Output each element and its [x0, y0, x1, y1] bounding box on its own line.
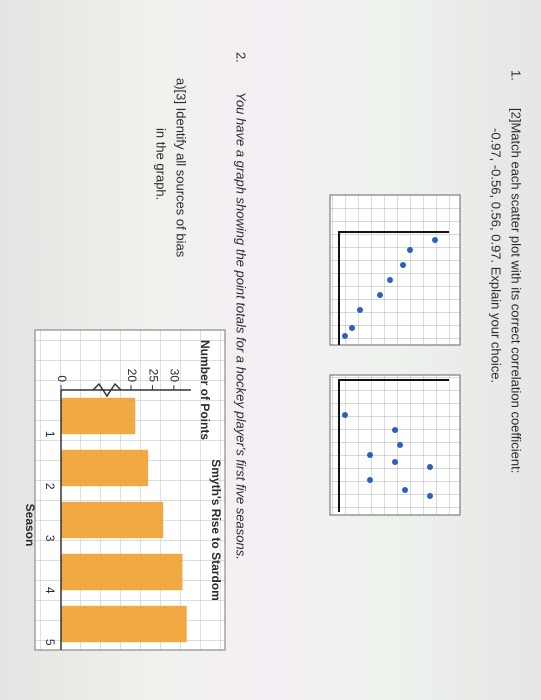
plot-grid [329, 374, 461, 516]
scatter-plot-2 [329, 374, 461, 516]
dots [342, 412, 433, 499]
q2-number: 2. [234, 52, 249, 63]
bar [60, 553, 183, 591]
bar [60, 501, 164, 539]
y-tick-label: 20 [125, 369, 139, 383]
y-tick-label: 30 [168, 369, 182, 383]
axes [338, 231, 449, 345]
y-axis-label: Number of Points [198, 340, 212, 440]
x-tick-label: 3 [43, 535, 57, 542]
q2-part: a)[3] Identify all sources of bias [174, 78, 189, 258]
bar [60, 397, 136, 435]
y-tick-label: 25 [146, 369, 160, 383]
axis-break [92, 382, 122, 398]
dots [342, 237, 438, 339]
x-tick-label: 1 [43, 431, 57, 438]
q1-text: [2]Match each scatter plot with its corr… [509, 108, 524, 473]
bar-chart: Smyth's Rise to Stardom Number of Points… [23, 329, 226, 651]
q1-values: -0.97, -0.56, 0.56, 0.97. Explain your c… [489, 128, 504, 383]
scatter-plot-1 [329, 194, 461, 346]
chart-title: Smyth's Rise to Stardom [209, 459, 223, 601]
q2-text: You have a graph showing the point total… [234, 92, 249, 560]
x-axis-label: Season [23, 504, 37, 547]
x-tick-label: 4 [43, 587, 57, 594]
x-tick-label: 2 [43, 483, 57, 490]
bar [60, 449, 149, 487]
plot-grid [329, 194, 461, 346]
axes [338, 379, 449, 512]
y-tick-label: 0 [55, 375, 69, 382]
x-tick-label: 5 [43, 639, 57, 646]
bar [61, 605, 187, 643]
q1-number: 1. [509, 70, 524, 81]
q2-part-cont: in the graph. [154, 128, 169, 200]
